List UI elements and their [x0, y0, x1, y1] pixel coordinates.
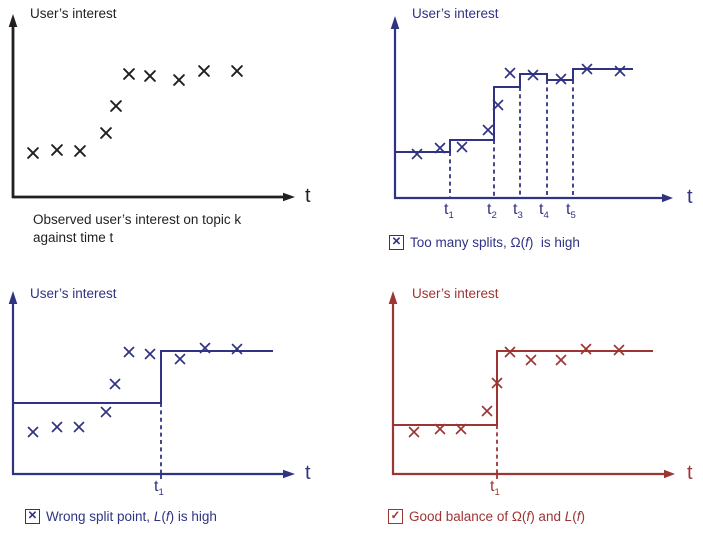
axis-tick-label: t5: [566, 201, 576, 222]
check-box-icon: ✓: [388, 509, 403, 524]
panel2-ylabel: User’s interest: [412, 6, 499, 21]
panel4-xlabel: t: [687, 462, 693, 484]
panel1-ylabel: User’s interest: [30, 6, 117, 21]
x-box-icon: ✕: [389, 235, 404, 250]
panel2-caption: ✕ Too many splits, Ω(f) is high: [389, 234, 580, 252]
panel4-ylabel: User’s interest: [412, 286, 499, 301]
panel3-xlabel: t: [305, 462, 311, 484]
panel1-caption: Observed user’s interest on topic k agai…: [33, 211, 241, 246]
axis-tick-label: t1: [490, 478, 500, 499]
axis-tick-label: t4: [539, 201, 549, 222]
panel4-caption: ✓ Good balance of Ω(f) and L(f): [388, 508, 585, 526]
panel1-xlabel: t: [305, 185, 311, 207]
x-box-icon: ✕: [25, 509, 40, 524]
panel2-caption-text: Too many splits, Ω(f) is high: [410, 235, 580, 250]
panel3-caption-text: Wrong split point, L(f) is high: [46, 509, 217, 524]
panel4-caption-text: Good balance of Ω(f) and L(f): [409, 509, 585, 524]
axis-tick-label: t3: [513, 201, 523, 222]
axis-tick-label: t1: [444, 201, 454, 222]
panel3-caption: ✕ Wrong split point, L(f) is high: [25, 508, 217, 526]
panel1-caption-line1: Observed user’s interest on topic k: [33, 212, 242, 227]
panel2-xlabel: t: [687, 186, 693, 208]
panel1-caption-line2: against time t: [33, 229, 114, 245]
axis-tick-label: t2: [487, 201, 497, 222]
panel3-ylabel: User’s interest: [30, 286, 117, 301]
axis-tick-label: t1: [154, 478, 164, 499]
